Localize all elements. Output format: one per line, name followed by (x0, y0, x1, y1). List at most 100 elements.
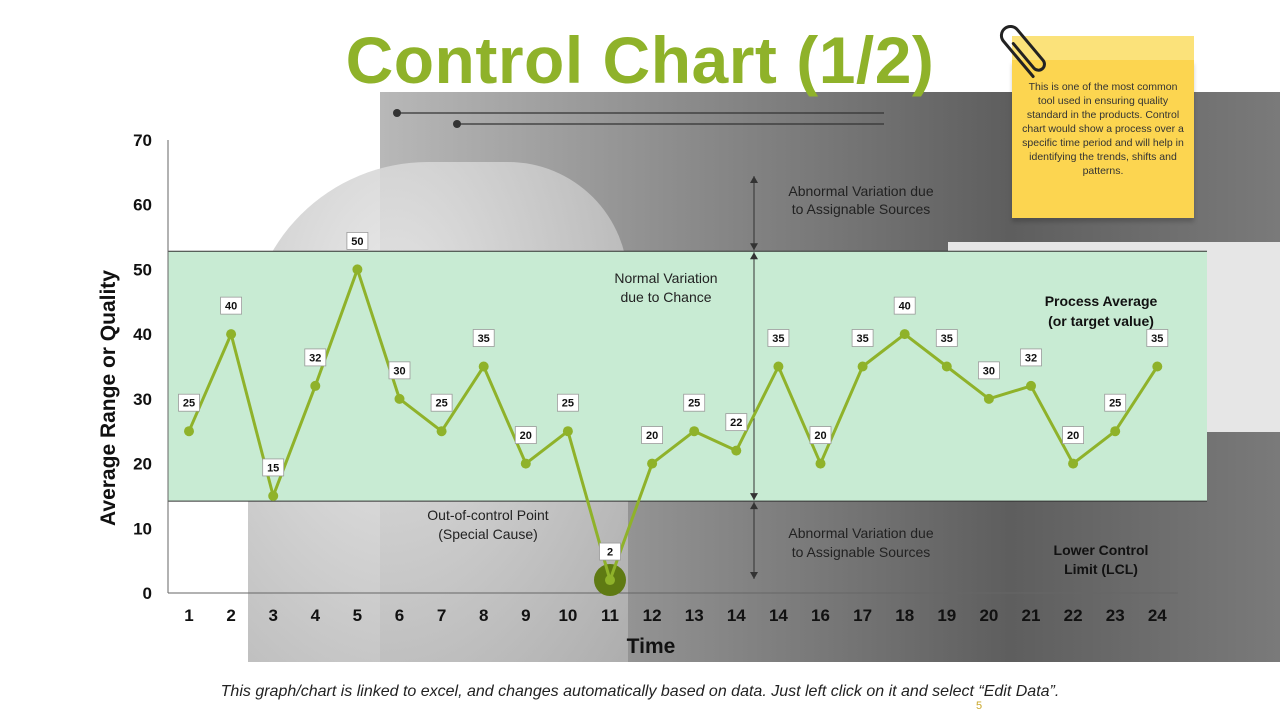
data-point (1152, 361, 1163, 372)
x-tick-label: 3 (268, 606, 277, 625)
annotation-lcl: Limit (LCL) (1064, 561, 1138, 577)
data-label: 35 (856, 333, 868, 345)
data-point (815, 458, 826, 469)
x-tick-label: 8 (479, 606, 488, 625)
annotation-out-of-control: Out-of-control Point (427, 507, 548, 523)
data-label-box (978, 361, 1000, 380)
arrow-upper-head-top (750, 176, 758, 183)
page-number: 5 (976, 700, 983, 712)
data-label: 25 (1109, 398, 1121, 410)
x-tick-labels: 1 2 3 4 5 6 7 8 9 10 11 12 13 14 14 16 17 18 19 20 21 22 23 24 (184, 606, 1167, 625)
annotation-normal-variation: Normal Variation (614, 270, 717, 286)
data-label-box (1146, 329, 1169, 347)
arrow-lower-head-top (750, 502, 758, 510)
x-tick-label: 22 (1064, 606, 1083, 625)
annotation-process-average: Process Average (1045, 293, 1158, 309)
data-point (899, 329, 910, 340)
sticky-note-body (1012, 60, 1194, 218)
data-point (1068, 458, 1079, 469)
x-tick-label: 10 (558, 606, 577, 625)
data-label: 30 (393, 365, 405, 377)
x-tick-label: 24 (1148, 606, 1167, 625)
variation-arrows (750, 176, 758, 579)
paperclip-icon (999, 25, 1046, 79)
data-label: 15 (267, 462, 279, 474)
data-label-box (514, 426, 537, 444)
annotation-abnormal-upper: Abnormal Variation due (788, 183, 933, 199)
x-tick-label: 23 (1106, 606, 1125, 625)
data-label-box (346, 232, 369, 250)
chart-annotations: Abnormal Variation due to Assignable Sour… (427, 183, 1157, 577)
y-tick-label: 20 (133, 455, 152, 474)
y-tick-label: 10 (133, 519, 152, 538)
data-label-box (388, 361, 411, 380)
arrow-middle-head-bottom (750, 493, 758, 501)
data-label-box (430, 393, 453, 412)
data-points (184, 264, 1163, 586)
x-tick-label: 6 (395, 606, 404, 625)
data-point (605, 575, 615, 586)
data-label-box (725, 413, 748, 432)
y-tick-labels: 0 10 20 30 40 50 60 70 (133, 131, 152, 603)
data-label: 35 (478, 333, 490, 345)
annotation-lcl: Lower Control (1054, 542, 1149, 558)
sticky-note-tab (1012, 36, 1194, 60)
x-tick-label: 1 (184, 606, 193, 625)
data-label-box (851, 329, 874, 347)
data-point (1026, 380, 1036, 391)
data-point (773, 361, 784, 372)
data-label: 35 (1151, 333, 1163, 345)
x-tick-label: 12 (643, 606, 662, 625)
data-label-box (262, 458, 285, 477)
data-label: 22 (730, 417, 742, 429)
y-tick-label: 30 (133, 390, 152, 409)
data-label: 25 (688, 398, 700, 410)
data-label-box (767, 329, 790, 347)
annotation-abnormal-upper: to Assignable Sources (792, 201, 931, 217)
annotation-abnormal-lower: to Assignable Sources (792, 544, 931, 560)
arrow-lower-head-bottom (750, 572, 758, 579)
data-label: 2 (607, 547, 613, 559)
data-label: 32 (1025, 352, 1037, 364)
x-tick-label: 17 (853, 606, 872, 625)
sticky-note-text: This is one of the most common tool used… (1022, 81, 1184, 177)
data-point (184, 426, 194, 437)
data-point (436, 426, 447, 437)
y-tick-label: 60 (133, 196, 152, 215)
x-axis-title: Time (627, 635, 676, 658)
y-axis-title: Average Range or Quality (97, 270, 120, 526)
x-tick-label: 16 (811, 606, 830, 625)
data-label-box (683, 393, 706, 412)
x-tick-label: 4 (311, 606, 321, 625)
data-point (520, 458, 531, 469)
arrow-upper-head-bottom (750, 243, 758, 251)
y-tick-label: 70 (133, 131, 152, 150)
data-label: 25 (562, 398, 574, 410)
data-point (352, 264, 363, 275)
x-tick-label: 14 (769, 606, 788, 625)
data-point (1110, 426, 1121, 437)
data-label-box (1062, 426, 1084, 444)
data-label-box (220, 296, 243, 315)
data-point (731, 445, 742, 456)
x-tick-label: 21 (1022, 606, 1041, 625)
data-label: 20 (814, 430, 826, 442)
data-label-box (809, 426, 832, 444)
annotation-process-average: (or target value) (1048, 313, 1154, 329)
data-label: 25 (183, 398, 195, 410)
data-label-box (1020, 348, 1042, 367)
y-tick-label: 40 (133, 325, 152, 344)
normal-variation-band (168, 251, 1207, 502)
data-point (226, 329, 237, 340)
x-tick-label: 11 (601, 606, 619, 625)
page-title: Control Chart (1/2) (345, 23, 935, 97)
x-tick-label: 20 (979, 606, 998, 625)
data-point (268, 490, 279, 501)
x-tick-label: 18 (895, 606, 914, 625)
data-label: 35 (772, 333, 784, 345)
data-label-box (178, 393, 200, 412)
data-label: 20 (520, 430, 532, 442)
data-label: 20 (1067, 430, 1079, 442)
